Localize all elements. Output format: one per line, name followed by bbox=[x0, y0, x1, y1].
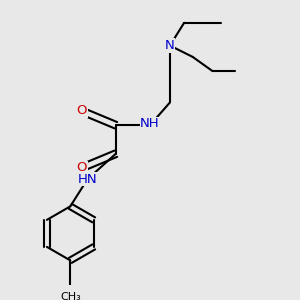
Text: NH: NH bbox=[140, 117, 160, 130]
Text: O: O bbox=[76, 161, 87, 174]
Text: N: N bbox=[165, 39, 175, 52]
Text: HN: HN bbox=[78, 173, 97, 186]
Text: CH₃: CH₃ bbox=[60, 292, 81, 300]
Text: O: O bbox=[76, 104, 87, 118]
